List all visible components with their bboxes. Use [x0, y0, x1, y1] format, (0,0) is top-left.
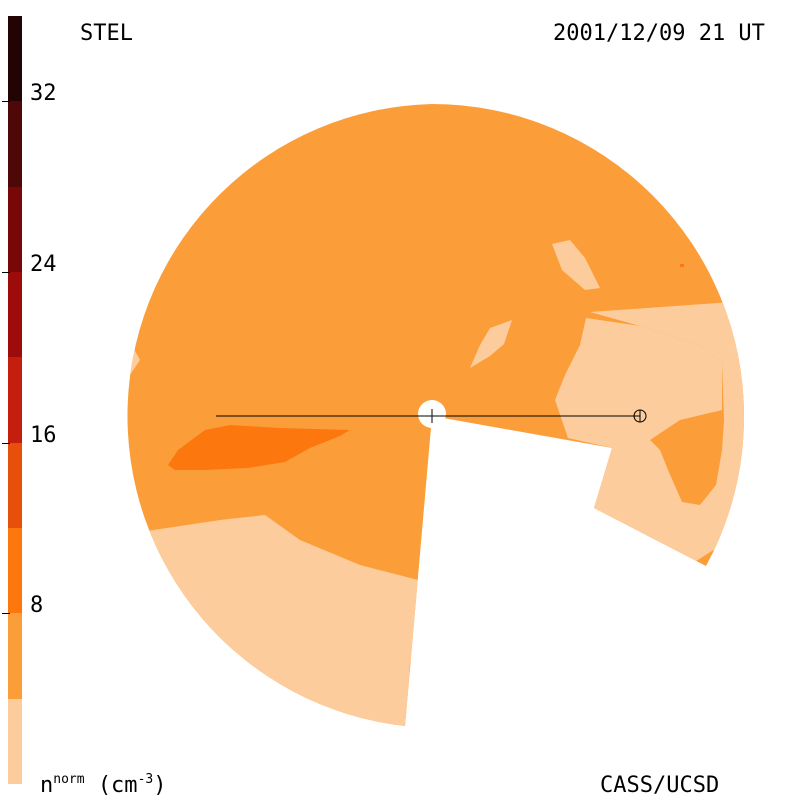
colorbar-level-5: [8, 272, 22, 358]
colorbar-level-3: [8, 442, 22, 528]
colorbar-level-4: [8, 357, 22, 443]
low-density-patch-northeast: [552, 240, 600, 290]
colorbar-level-2: [8, 528, 22, 614]
colorbar-level-8: [8, 16, 22, 102]
colorbar-level-0: [8, 698, 22, 784]
colorbar-tick-mark: [2, 272, 10, 273]
unit-superscript: -3: [137, 772, 154, 787]
low-density-region-east: [590, 300, 745, 565]
density-speck: [680, 264, 684, 267]
low-density-patch-central: [470, 320, 512, 368]
instrument-label: STEL: [80, 21, 133, 46]
high-density-feature-west: [168, 425, 350, 470]
colorbar-tick-label: 16: [30, 422, 57, 448]
colorbar-tick-label: 8: [30, 593, 44, 619]
colorbar-unit-label: nnorm (cm-3): [40, 773, 166, 797]
colorbar-tick-label: 24: [30, 252, 57, 277]
quantity-symbol: n: [40, 773, 54, 798]
unit-close: ): [153, 773, 167, 798]
colorbar-tick-mark: [2, 442, 10, 444]
colorbar-tick-mark: [2, 101, 10, 103]
colorbar-tick-mark: [2, 613, 10, 615]
colorbar-level-7: [8, 101, 22, 187]
quantity-superscript: norm: [53, 772, 85, 787]
density-disc: [127, 104, 745, 726]
datetime-label: 2001/12/09 21 UT: [553, 21, 765, 46]
colorbar-level-6: [8, 186, 22, 272]
colorbar: [8, 16, 22, 784]
colorbar-tick-label: 32: [30, 81, 57, 107]
unit-text: (cm: [97, 773, 138, 798]
earth-symbol-icon: [633, 409, 647, 423]
colorbar-level-1: [8, 613, 22, 699]
credit-label: CASS/UCSD: [600, 773, 720, 798]
